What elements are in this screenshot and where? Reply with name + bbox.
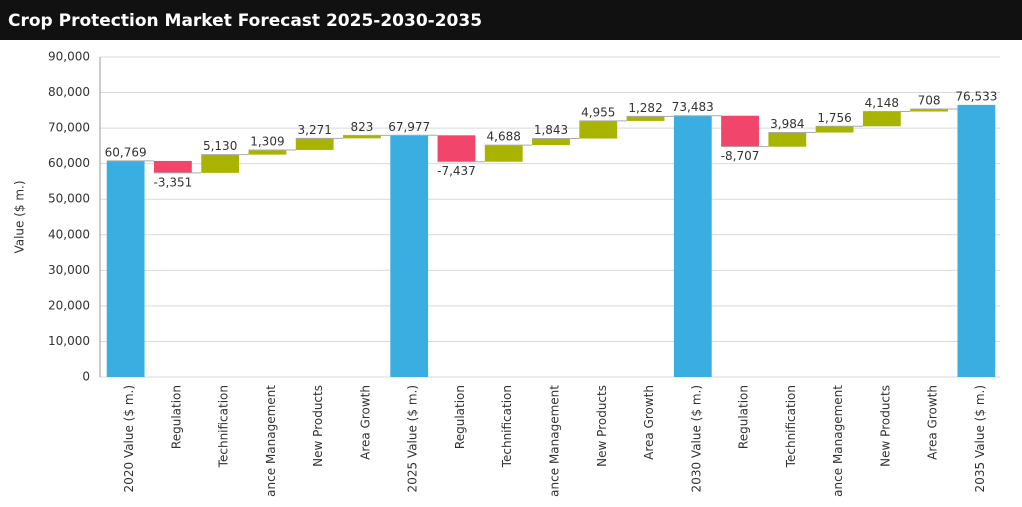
y-tick-label: 70,000 xyxy=(48,121,90,135)
bar xyxy=(484,145,523,162)
data-label: 67,977 xyxy=(388,120,430,134)
data-label: 60,769 xyxy=(105,145,147,159)
x-tick-label: ance Management xyxy=(548,385,562,497)
bar xyxy=(815,126,854,133)
bar xyxy=(106,160,145,377)
data-label: 1,756 xyxy=(817,111,851,125)
y-tick-label: 20,000 xyxy=(48,298,90,312)
bar xyxy=(390,135,429,377)
bar xyxy=(532,138,570,146)
x-tick-label: ance Management xyxy=(831,385,845,497)
x-tick-label: 2025 Value ($ m.) xyxy=(406,385,420,492)
bar xyxy=(295,138,334,150)
data-label: 708 xyxy=(918,94,941,108)
x-tick-label: ance Management xyxy=(264,385,278,497)
x-tick-label: 2020 Value ($ m.) xyxy=(122,385,136,492)
data-label: 823 xyxy=(350,120,373,134)
x-tick-label: 2030 Value ($ m.) xyxy=(689,385,703,492)
bar xyxy=(910,109,949,112)
data-label: 1,282 xyxy=(628,101,662,115)
data-label: 76,533 xyxy=(955,89,997,103)
x-tick-label: New Products xyxy=(311,385,325,467)
x-tick-label: Regulation xyxy=(169,385,183,449)
data-label: 4,688 xyxy=(487,130,521,144)
data-label: 3,984 xyxy=(770,117,804,131)
x-tick-label: New Products xyxy=(878,385,892,467)
y-tick-label: 0 xyxy=(82,370,90,384)
x-tick-label: Regulation xyxy=(453,385,467,449)
data-label: 3,271 xyxy=(298,123,332,137)
bar xyxy=(248,149,287,155)
bar xyxy=(437,135,476,162)
x-tick-label: Area Growth xyxy=(926,385,940,460)
bar xyxy=(721,115,759,147)
bar xyxy=(343,135,381,139)
x-tick-label: New Products xyxy=(595,385,609,467)
data-label: -7,437 xyxy=(437,164,476,178)
bar xyxy=(579,120,618,139)
x-tick-label: Technification xyxy=(784,385,798,468)
x-tick-label: Technification xyxy=(500,385,514,468)
y-tick-label: 40,000 xyxy=(48,227,90,241)
data-label: 4,148 xyxy=(865,96,899,110)
y-tick-label: 90,000 xyxy=(48,50,90,64)
x-tick-label: Area Growth xyxy=(358,385,372,460)
data-label: 1,843 xyxy=(534,123,568,137)
bar xyxy=(768,132,807,147)
y-tick-label: 30,000 xyxy=(48,263,90,277)
bar xyxy=(862,111,901,127)
y-tick-label: 50,000 xyxy=(48,192,90,206)
y-tick-label: 80,000 xyxy=(48,85,90,99)
x-tick-label: Area Growth xyxy=(642,385,656,460)
data-label: 4,955 xyxy=(581,105,615,119)
data-label: -3,351 xyxy=(154,175,193,189)
y-axis-label: Value ($ m.) xyxy=(13,180,27,253)
bar xyxy=(957,104,996,378)
bar xyxy=(673,115,712,377)
data-label: 5,130 xyxy=(203,139,237,153)
title-bar xyxy=(0,0,1022,40)
data-label: 1,309 xyxy=(250,134,284,148)
x-tick-label: Technification xyxy=(217,385,231,468)
y-tick-label: 60,000 xyxy=(48,156,90,170)
bar xyxy=(201,154,240,173)
bar xyxy=(626,116,665,121)
bar xyxy=(153,160,192,173)
data-label: 73,483 xyxy=(672,100,714,114)
x-tick-label: Regulation xyxy=(737,385,751,449)
x-tick-label: 2035 Value ($ m.) xyxy=(973,385,987,492)
y-tick-label: 10,000 xyxy=(48,334,90,348)
data-label: -8,707 xyxy=(721,149,760,163)
chart-title: Crop Protection Market Forecast 2025-203… xyxy=(8,11,482,31)
